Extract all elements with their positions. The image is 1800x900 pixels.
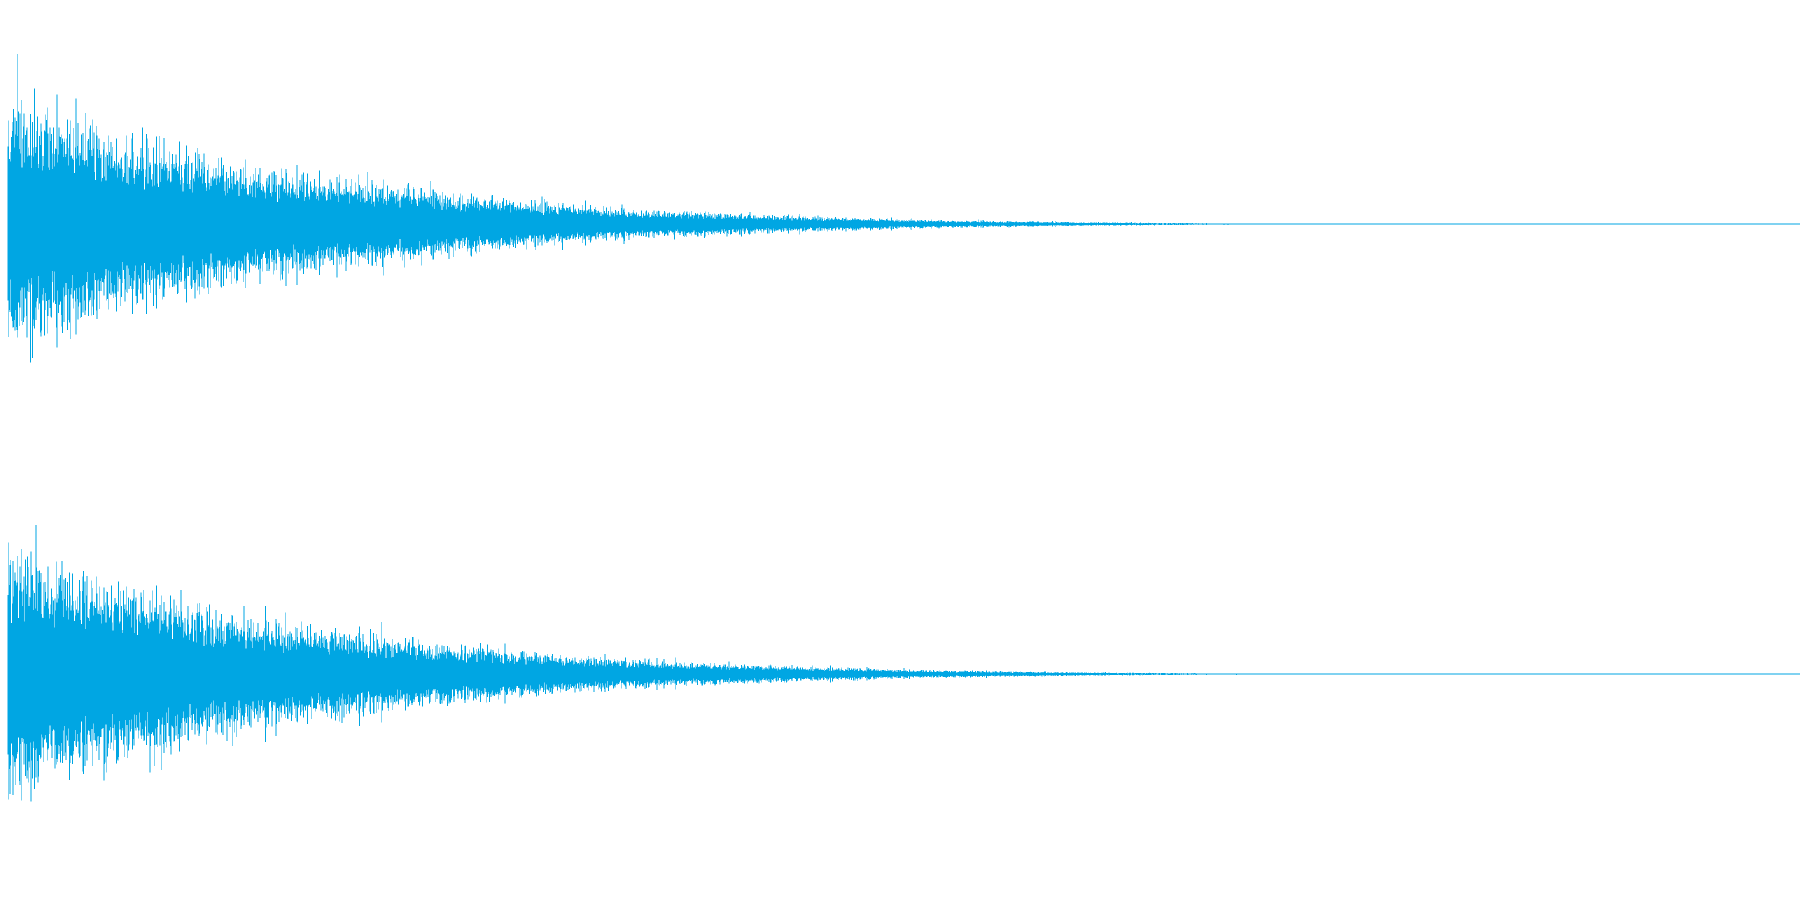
channel-1-series-line	[7, 54, 1369, 363]
channel-2-waveform	[7, 524, 1800, 802]
channel-1-waveform	[7, 54, 1800, 363]
channel-2-series-line	[7, 524, 1369, 802]
